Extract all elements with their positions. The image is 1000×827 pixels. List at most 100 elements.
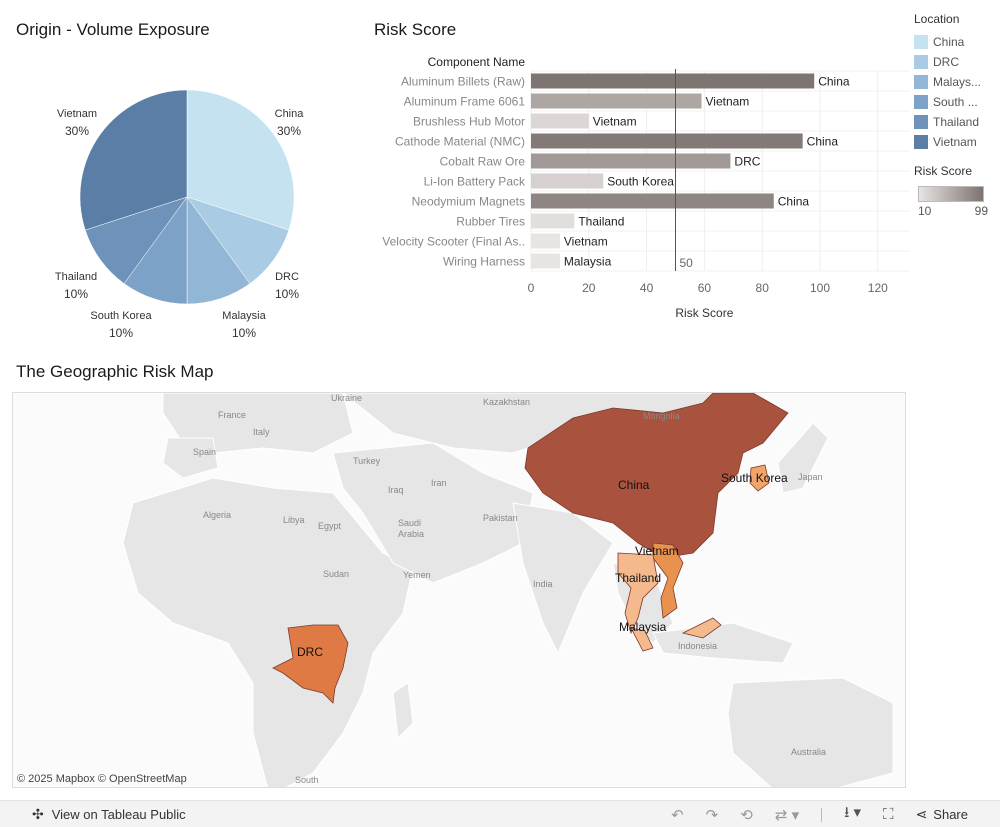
malaysia-region[interactable]	[630, 617, 722, 652]
indonesia-land	[652, 622, 794, 664]
map-label-thailand: Thailand	[615, 571, 661, 585]
geographic-risk-map[interactable]: France Ukraine Kazakhstan Mongolia Spain Ital…	[12, 392, 906, 788]
risk-max-label: 99	[974, 204, 988, 218]
bar-chart-title: Risk Score	[374, 20, 457, 39]
bar[interactable]	[531, 113, 589, 129]
map-region-label: France	[218, 410, 246, 420]
legend-swatch	[914, 135, 928, 149]
pie-percent-label: 10%	[275, 287, 299, 301]
legend-label: Thailand	[933, 115, 980, 129]
component-label[interactable]: Cathode Material (NMC)	[395, 135, 525, 149]
map-region-label: Australia	[791, 747, 826, 757]
map-attribution[interactable]: © 2025 Mapbox © OpenStreetMap	[17, 773, 187, 785]
legend-label: China	[933, 35, 965, 49]
map-label-vietnam: Vietnam	[635, 544, 679, 558]
drc-region[interactable]	[272, 624, 349, 704]
vietnam-region[interactable]	[652, 542, 684, 619]
map-region-label: Algeria	[203, 510, 231, 520]
map-region-label: Mongolia	[643, 411, 680, 421]
map-region-label: Egypt	[318, 521, 342, 531]
bar[interactable]	[531, 193, 774, 209]
legend-panel: Location China DRC Malays... South ... Thail…	[914, 12, 1000, 218]
map-region-label: Iran	[431, 478, 447, 488]
component-label[interactable]: Velocity Scooter (Final As..	[382, 235, 525, 249]
legend-item[interactable]: DRC	[914, 52, 1000, 72]
component-label[interactable]: Rubber Tires	[456, 215, 525, 229]
legend-label: DRC	[933, 55, 959, 69]
x-tick-label: 100	[810, 281, 830, 295]
bar[interactable]	[531, 253, 560, 269]
map-region-label: India	[533, 579, 553, 589]
x-tick-label: 0	[528, 281, 535, 295]
component-label[interactable]: Aluminum Billets (Raw)	[401, 75, 525, 89]
south-korea-region[interactable]	[749, 464, 770, 492]
pie-label: China	[275, 108, 305, 120]
legend-item[interactable]: China	[914, 32, 1000, 52]
category-header: Component Name	[428, 55, 526, 69]
component-label[interactable]: Aluminum Frame 6061	[404, 95, 526, 109]
map-region-label: Spain	[193, 447, 216, 457]
bar[interactable]	[531, 173, 604, 189]
undo-icon[interactable]: ↶	[671, 806, 684, 824]
x-tick-label: 120	[868, 281, 888, 295]
bar[interactable]	[531, 93, 702, 109]
download-icon[interactable]: ⭳ ▾	[844, 804, 862, 821]
legend-label: Vietnam	[933, 135, 977, 149]
component-label[interactable]: Wiring Harness	[443, 255, 525, 269]
pie-percent-label: 10%	[64, 287, 88, 301]
bar-location-label: Malaysia	[564, 255, 612, 269]
iberia-land	[162, 437, 219, 479]
legend-item[interactable]: Thailand	[914, 112, 1000, 132]
location-legend-title: Location	[914, 12, 960, 26]
map-region-label: Pakistan	[483, 513, 518, 523]
share-button[interactable]: ⋖ Share	[916, 806, 968, 823]
component-label[interactable]: Cobalt Raw Ore	[440, 155, 526, 169]
refresh-icon[interactable]: ⇄ ▾	[774, 806, 800, 824]
legend-swatch	[914, 115, 928, 129]
pie-slice-vietnam[interactable]	[79, 89, 188, 231]
bar-location-label: DRC	[734, 155, 760, 169]
component-label[interactable]: Brushless Hub Motor	[413, 115, 525, 129]
legend-item[interactable]: South ...	[914, 92, 1000, 112]
bar-location-label: China	[778, 195, 810, 209]
x-tick-label: 40	[640, 281, 654, 295]
legend-item[interactable]: Vietnam	[914, 132, 1000, 152]
map-region-label: Kazakhstan	[483, 397, 530, 407]
bar[interactable]	[531, 233, 560, 249]
map-region-label: Indonesia	[678, 641, 717, 651]
madagascar-land	[392, 682, 414, 740]
legend-swatch	[914, 95, 928, 109]
bar[interactable]	[531, 213, 575, 229]
bar-chart[interactable]: 0 20 40 60 80 100 120 Component Name Aluminum Bi…	[360, 50, 910, 340]
africa-land	[122, 477, 414, 787]
risk-legend-title: Risk Score	[914, 164, 973, 178]
map-label-china: China	[618, 478, 650, 492]
legend-label: Malays...	[933, 75, 982, 89]
redo-icon[interactable]: ↷	[705, 806, 719, 824]
map-region-label: Turkey	[353, 456, 381, 466]
map-region-label: Ukraine	[331, 393, 362, 403]
bar-location-label: China	[818, 75, 850, 89]
revert-icon[interactable]: ⟲	[740, 806, 753, 824]
reference-line-label: 50	[680, 256, 694, 270]
bar[interactable]	[531, 133, 803, 149]
map-region-label: Sudan	[323, 569, 349, 579]
pie-percent-label: 10%	[232, 326, 256, 340]
legend-swatch	[914, 55, 928, 69]
map-region-label: Italy	[253, 427, 270, 437]
pie-slice-china[interactable]	[186, 89, 295, 231]
china-region[interactable]	[524, 393, 789, 559]
component-label[interactable]: Li-Ion Battery Pack	[424, 175, 526, 189]
fullscreen-icon[interactable]: ⛶	[883, 806, 894, 823]
legend-item[interactable]: Malays...	[914, 72, 1000, 92]
view-on-tableau-link[interactable]: ✣ View on Tableau Public	[32, 806, 186, 823]
bar[interactable]	[531, 153, 731, 169]
component-label[interactable]: Neodymium Magnets	[412, 195, 525, 209]
map-label-drc: DRC	[297, 645, 323, 659]
pie-label: Vietnam	[57, 108, 97, 120]
japan-land	[777, 422, 829, 494]
bar-location-label: Vietnam	[706, 95, 750, 109]
thailand-region[interactable]	[617, 552, 659, 635]
bar[interactable]	[531, 73, 815, 89]
